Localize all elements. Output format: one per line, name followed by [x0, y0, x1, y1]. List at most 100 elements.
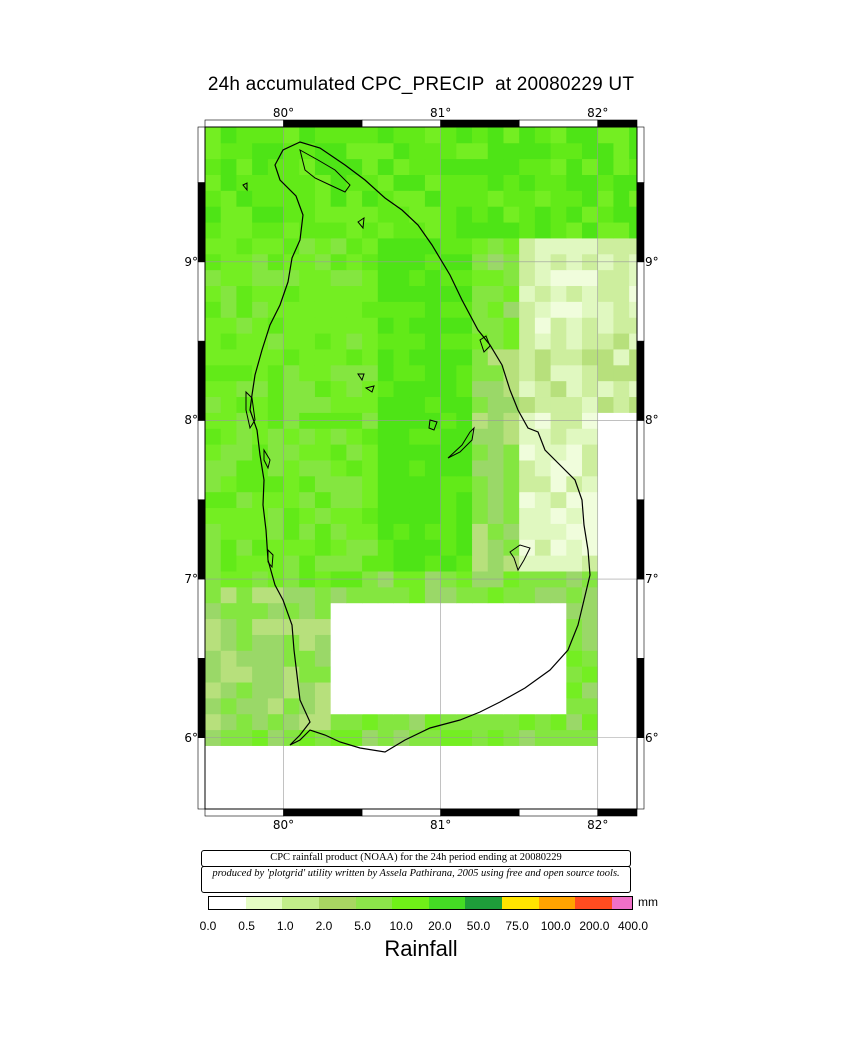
rain-cell [236, 269, 253, 286]
frame-right-segment [636, 182, 645, 263]
rain-cell [393, 618, 410, 635]
rain-cell [566, 317, 583, 334]
rain-cell [346, 317, 363, 334]
rain-cell [346, 586, 363, 604]
rain-cell [472, 174, 489, 191]
rain-cell [566, 142, 583, 160]
lat-tick-label-right: 9° [645, 254, 659, 269]
rain-cell [597, 317, 614, 334]
rain-cell [267, 238, 284, 255]
rain-cell [534, 396, 551, 413]
rain-cell [629, 745, 638, 762]
rain-cell [330, 650, 347, 667]
rain-cell [582, 602, 599, 620]
rain-cell [252, 380, 269, 398]
rain-cell [346, 190, 363, 207]
rain-cell [440, 618, 457, 635]
rain-cell [409, 349, 426, 366]
rain-cell [205, 238, 222, 255]
rain-cell [220, 697, 237, 715]
rain-cell [424, 269, 442, 286]
rain-cell [487, 380, 504, 398]
rain-cell [283, 555, 300, 572]
rain-cell [314, 428, 332, 445]
rain-cell [330, 777, 347, 794]
rain-cell [613, 158, 630, 175]
rain-cell [220, 380, 237, 398]
rain-cell [582, 333, 599, 350]
rain-cell [393, 158, 410, 175]
rain-cell [472, 682, 489, 699]
rain-cell [205, 158, 222, 175]
rain-cell [220, 777, 237, 794]
rain-cell [299, 650, 316, 667]
rain-cell [566, 158, 583, 175]
rain-cell [346, 650, 363, 667]
rain-cell [299, 190, 316, 207]
rain-cell [597, 761, 614, 778]
rain-cell [487, 190, 504, 207]
lon-tick-label-bottom: 82° [587, 818, 609, 832]
rain-cell [330, 618, 347, 635]
rain-cell [299, 428, 316, 445]
rain-cell [330, 666, 347, 683]
rain-cell [205, 682, 222, 699]
rain-cell [362, 507, 379, 524]
rain-cell [409, 333, 426, 350]
rain-cell [346, 761, 363, 778]
rain-cell [393, 713, 410, 731]
rain-cell [299, 618, 316, 635]
rain-cell [330, 761, 347, 778]
rain-cell [519, 285, 536, 302]
rain-cell [456, 713, 473, 731]
rain-cell [205, 269, 222, 286]
rain-cell [377, 428, 394, 445]
rain-cell [440, 602, 457, 620]
rain-cell [487, 491, 504, 509]
rain-cell [519, 364, 536, 382]
frame-left-segment [197, 578, 206, 659]
rain-cell [566, 602, 583, 620]
rain-cell [550, 142, 567, 160]
rain-cell [393, 206, 410, 223]
rain-cell [424, 396, 442, 413]
rain-cell [519, 333, 536, 350]
rain-cell [424, 206, 442, 223]
rain-cell [283, 539, 300, 556]
rain-cell [362, 190, 379, 207]
rain-cell [519, 444, 536, 461]
rain-cell [582, 713, 599, 731]
rain-cell [613, 697, 630, 715]
rain-cell [487, 761, 504, 778]
rain-cell [205, 428, 222, 445]
rain-cell [205, 475, 222, 493]
rain-cell [534, 650, 551, 667]
rain-cell [629, 523, 638, 540]
rain-cell [205, 666, 222, 683]
rain-cell [613, 269, 630, 286]
rain-cell [597, 333, 614, 350]
rain-cell [314, 602, 332, 620]
rain-cell [377, 777, 394, 794]
rain-cell [613, 428, 630, 445]
rain-cell [534, 380, 551, 398]
rain-cell [534, 618, 551, 635]
rain-cell [613, 127, 630, 144]
rain-cell [550, 127, 567, 144]
rain-cell [330, 174, 347, 191]
rain-cell [330, 539, 347, 556]
rain-cell [236, 238, 253, 255]
rain-cell [346, 364, 363, 382]
rain-cell [629, 666, 638, 683]
rain-cell [424, 444, 442, 461]
rain-cell [534, 491, 551, 509]
rain-cell [566, 586, 583, 604]
rain-cell [362, 602, 379, 620]
rain-cell [566, 269, 583, 286]
rain-cell [267, 190, 284, 207]
rain-cell [629, 158, 638, 175]
rain-cell [377, 174, 394, 191]
rain-cell [362, 634, 379, 651]
rain-cell [440, 222, 457, 239]
rain-cell [267, 269, 284, 286]
